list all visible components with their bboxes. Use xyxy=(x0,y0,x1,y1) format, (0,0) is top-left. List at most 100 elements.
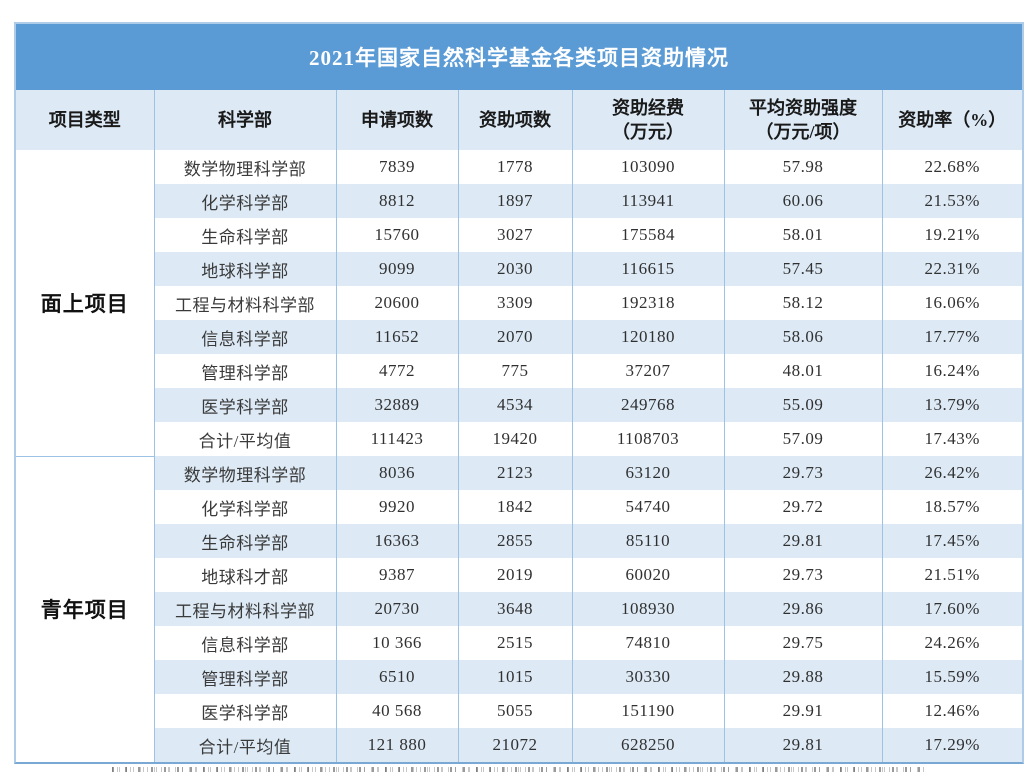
value-cell: 17.45% xyxy=(881,524,1022,558)
value-cell: 2019 xyxy=(457,558,572,592)
column-header-avg-intensity: 平均资助强度 （万元/项） xyxy=(723,90,882,150)
project-type-cell: 面上项目 xyxy=(16,150,154,456)
department-cell: 工程与材料科学部 xyxy=(153,286,336,320)
value-cell: 29.81 xyxy=(723,728,882,762)
table-row: 生命科学部 16363 2855 85110 29.81 17.45% xyxy=(16,524,1022,558)
column-header-label: 资助项数 xyxy=(479,109,551,130)
value-cell: 17.29% xyxy=(881,728,1022,762)
value-cell: 32889 xyxy=(335,388,458,422)
value-cell: 20600 xyxy=(335,286,458,320)
value-cell: 29.75 xyxy=(723,626,882,660)
value-cell: 121 880 xyxy=(335,728,458,762)
table-row: 医学科学部 40 568 5055 151190 29.91 12.46% xyxy=(16,694,1022,728)
table-header-row: 项目类型 科学部 申请项数 资助项数 xyxy=(16,90,1022,150)
value-cell: 113941 xyxy=(571,184,724,218)
funding-table: 2021年国家自然科学基金各类项目资助情况 项目类型 科学部 xyxy=(14,22,1024,764)
value-cell: 18.57% xyxy=(881,490,1022,524)
value-cell: 58.06 xyxy=(723,320,882,354)
department-cell: 数学物理科学部 xyxy=(153,456,336,490)
table-row: 工程与材料科学部 20600 3309 192318 58.12 16.06% xyxy=(16,286,1022,320)
department-cell: 医学科学部 xyxy=(153,694,336,728)
value-cell: 54740 xyxy=(571,490,724,524)
value-cell: 85110 xyxy=(571,524,724,558)
column-header-label: 资助经费 xyxy=(612,97,684,118)
value-cell: 29.73 xyxy=(723,558,882,592)
value-cell: 249768 xyxy=(571,388,724,422)
value-cell: 60020 xyxy=(571,558,724,592)
value-cell: 111423 xyxy=(335,422,458,456)
table-row: 青年项目 数学物理科学部 8036 2123 63120 29.73 26.42% xyxy=(16,455,1022,762)
department-cell: 医学科学部 xyxy=(153,388,336,422)
value-cell: 21.51% xyxy=(881,558,1022,592)
value-cell: 55.09 xyxy=(723,388,882,422)
value-cell: 6510 xyxy=(335,660,458,694)
value-cell: 58.12 xyxy=(723,286,882,320)
department-cell: 信息科学部 xyxy=(153,320,336,354)
value-cell: 60.06 xyxy=(723,184,882,218)
department-cell: 管理科学部 xyxy=(153,660,336,694)
value-cell: 4772 xyxy=(335,354,458,388)
column-header-project-type: 项目类型 xyxy=(16,90,154,150)
value-cell: 58.01 xyxy=(723,218,882,252)
table-row: 化学科学部 8812 1897 113941 60.06 21.53% xyxy=(16,184,1022,218)
value-cell: 29.72 xyxy=(723,490,882,524)
column-header-label: （万元/项） xyxy=(755,122,851,142)
footnote-clipped-text xyxy=(112,767,924,773)
value-cell: 40 568 xyxy=(335,694,458,728)
value-cell: 19420 xyxy=(457,422,572,456)
project-type-cell: 青年项目 xyxy=(16,455,154,762)
value-cell: 26.42% xyxy=(881,456,1022,490)
value-cell: 775 xyxy=(457,354,572,388)
value-cell: 628250 xyxy=(571,728,724,762)
value-cell: 1842 xyxy=(457,490,572,524)
department-cell: 数学物理科学部 xyxy=(153,150,336,184)
table-row: 合计/平均值 121 880 21072 628250 29.81 17.29% xyxy=(16,728,1022,762)
table-row: 医学科学部 32889 4534 249768 55.09 13.79% xyxy=(16,388,1022,422)
value-cell: 12.46% xyxy=(881,694,1022,728)
table-row: 信息科学部 10 366 2515 74810 29.75 24.26% xyxy=(16,626,1022,660)
value-cell: 1108703 xyxy=(571,422,724,456)
value-cell: 2030 xyxy=(457,252,572,286)
value-cell: 17.77% xyxy=(881,320,1022,354)
column-header-label: 申请项数 xyxy=(361,109,433,130)
table-row: 管理科学部 4772 775 37207 48.01 16.24% xyxy=(16,354,1022,388)
value-cell: 2123 xyxy=(457,456,572,490)
value-cell: 17.60% xyxy=(881,592,1022,626)
department-cell: 生命科学部 xyxy=(153,524,336,558)
value-cell: 21072 xyxy=(457,728,572,762)
table-body: 面上项目 数学物理科学部 7839 1778 103090 57.98 22.68% 化学科学… xyxy=(16,150,1022,762)
value-cell: 17.43% xyxy=(881,422,1022,456)
department-cell: 信息科学部 xyxy=(153,626,336,660)
data-table: 项目类型 科学部 申请项数 资助项数 xyxy=(16,90,1022,762)
value-cell: 5055 xyxy=(457,694,572,728)
value-cell: 3309 xyxy=(457,286,572,320)
value-cell: 2855 xyxy=(457,524,572,558)
value-cell: 29.91 xyxy=(723,694,882,728)
column-header-label: （万元） xyxy=(612,122,684,142)
column-header-label: 科学部 xyxy=(218,109,272,130)
value-cell: 2515 xyxy=(457,626,572,660)
value-cell: 48.01 xyxy=(723,354,882,388)
column-header-funding-rate: 资助率（%） xyxy=(881,90,1022,150)
value-cell: 13.79% xyxy=(881,388,1022,422)
value-cell: 57.98 xyxy=(723,150,882,184)
value-cell: 19.21% xyxy=(881,218,1022,252)
value-cell: 9387 xyxy=(335,558,458,592)
value-cell: 1015 xyxy=(457,660,572,694)
column-header-funded-count: 资助项数 xyxy=(457,90,572,150)
value-cell: 22.68% xyxy=(881,150,1022,184)
department-cell: 合计/平均值 xyxy=(153,422,336,456)
value-cell: 57.45 xyxy=(723,252,882,286)
value-cell: 16.06% xyxy=(881,286,1022,320)
value-cell: 116615 xyxy=(571,252,724,286)
value-cell: 16363 xyxy=(335,524,458,558)
department-cell: 地球科学部 xyxy=(153,252,336,286)
value-cell: 29.81 xyxy=(723,524,882,558)
value-cell: 63120 xyxy=(571,456,724,490)
value-cell: 24.26% xyxy=(881,626,1022,660)
table-row: 合计/平均值 111423 19420 1108703 57.09 17.43% xyxy=(16,422,1022,456)
department-cell: 工程与材料科学部 xyxy=(153,592,336,626)
value-cell: 15.59% xyxy=(881,660,1022,694)
value-cell: 74810 xyxy=(571,626,724,660)
